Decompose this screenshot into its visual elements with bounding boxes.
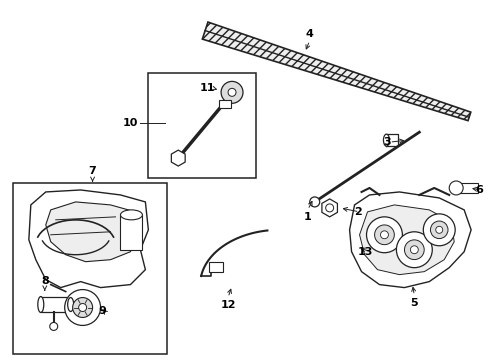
Circle shape bbox=[404, 240, 423, 260]
Ellipse shape bbox=[120, 210, 142, 220]
Bar bbox=[41, 297, 71, 312]
Text: 13: 13 bbox=[357, 247, 373, 257]
Bar bbox=[120, 215, 142, 250]
Circle shape bbox=[221, 81, 243, 103]
Circle shape bbox=[429, 221, 447, 239]
Circle shape bbox=[409, 246, 417, 254]
Polygon shape bbox=[171, 150, 185, 166]
Bar bbox=[209, 262, 223, 272]
Circle shape bbox=[73, 298, 92, 318]
Polygon shape bbox=[359, 205, 453, 275]
Text: 2: 2 bbox=[353, 207, 361, 217]
Circle shape bbox=[64, 289, 101, 325]
Circle shape bbox=[227, 88, 236, 96]
Text: 10: 10 bbox=[123, 118, 138, 128]
Circle shape bbox=[435, 226, 442, 233]
Ellipse shape bbox=[383, 134, 388, 146]
Ellipse shape bbox=[38, 297, 44, 312]
Text: 8: 8 bbox=[41, 276, 48, 285]
Text: 4: 4 bbox=[305, 28, 313, 39]
Circle shape bbox=[448, 181, 462, 195]
Polygon shape bbox=[202, 22, 470, 121]
Bar bbox=[13, 183, 167, 354]
Circle shape bbox=[396, 232, 431, 268]
Bar bbox=[219, 100, 230, 108]
Circle shape bbox=[423, 214, 454, 246]
Circle shape bbox=[380, 231, 387, 239]
Polygon shape bbox=[46, 202, 137, 262]
Text: 6: 6 bbox=[474, 185, 482, 195]
Circle shape bbox=[309, 197, 319, 207]
Polygon shape bbox=[29, 190, 148, 288]
Text: 5: 5 bbox=[410, 298, 417, 307]
Circle shape bbox=[325, 204, 333, 212]
Text: 12: 12 bbox=[220, 300, 235, 310]
Text: 11: 11 bbox=[199, 84, 215, 93]
Ellipse shape bbox=[67, 298, 74, 311]
Polygon shape bbox=[349, 192, 470, 288]
Circle shape bbox=[79, 303, 86, 311]
Bar bbox=[455, 183, 477, 193]
Text: 3: 3 bbox=[383, 137, 390, 147]
Text: 1: 1 bbox=[303, 212, 311, 222]
Circle shape bbox=[374, 225, 393, 245]
Text: 7: 7 bbox=[88, 166, 96, 176]
Text: 9: 9 bbox=[99, 306, 106, 316]
Circle shape bbox=[50, 323, 58, 330]
Polygon shape bbox=[321, 199, 337, 217]
Circle shape bbox=[366, 217, 402, 253]
Bar bbox=[148, 73, 255, 178]
